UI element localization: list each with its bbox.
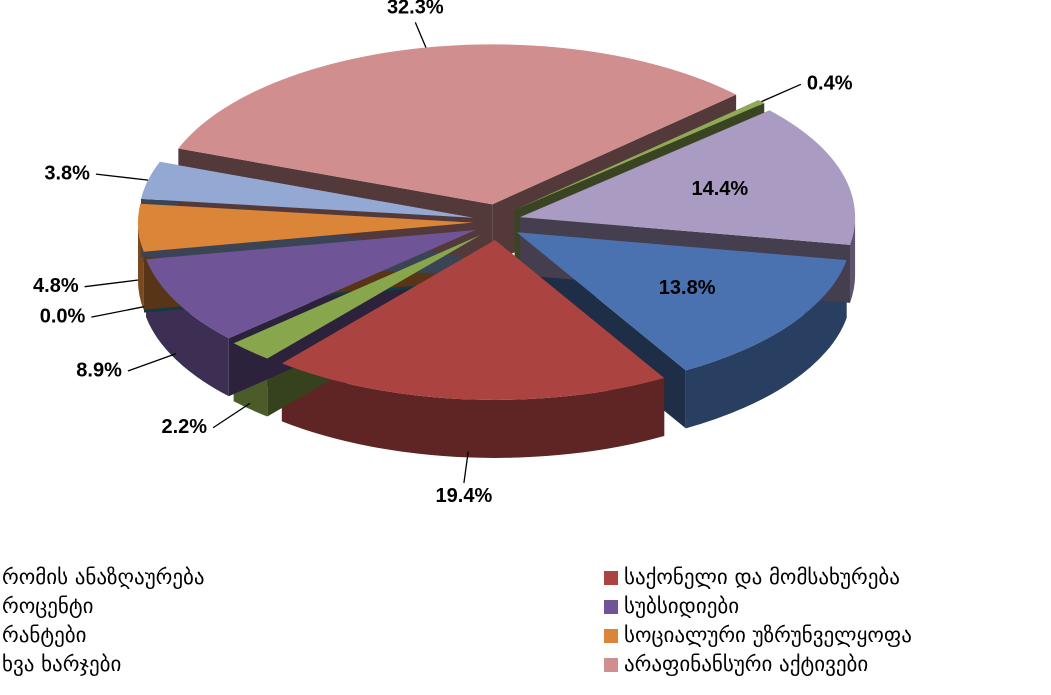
legend-marker (604, 658, 618, 672)
legend-label: რომის ანაზღაურება (2, 565, 205, 589)
data-label: 19.4% (436, 485, 493, 507)
slice-top (144, 225, 474, 255)
data-label: 2.2% (161, 416, 207, 438)
data-label: 3.8% (44, 162, 90, 184)
slice-top (138, 203, 474, 252)
legend-label: რანტები (2, 623, 87, 647)
data-label: 0.4% (807, 73, 853, 95)
slice-top (520, 110, 856, 245)
legend-label: არაფინანსური აქტივები (624, 652, 868, 676)
legend-label: ხვა ხარჯები (2, 652, 121, 676)
legend-label: სუბსიდიები (624, 594, 739, 618)
legend-marker (604, 629, 618, 643)
legend-marker (604, 600, 618, 614)
leader-line (414, 22, 427, 48)
data-label: 8.9% (76, 359, 122, 381)
slice-top (178, 44, 737, 205)
legend-label: სოციალური უზრუნველყოფა (624, 623, 912, 647)
data-label: 4.8% (33, 275, 79, 297)
slice-top (516, 232, 847, 371)
slice-top (233, 235, 481, 359)
leader-line (463, 451, 469, 484)
leader-line (761, 83, 802, 103)
leader-line (212, 402, 251, 429)
slice-top (141, 161, 474, 218)
slice-top (146, 230, 476, 339)
leader-line (91, 306, 145, 318)
leader-line (95, 173, 149, 181)
slice-top (514, 100, 765, 210)
leader-line (84, 279, 139, 288)
data-label: 0.0% (40, 305, 86, 327)
leader-line (127, 353, 177, 372)
slice-top (281, 239, 665, 400)
legend-label: როცენტი (2, 594, 93, 618)
slice-side (138, 222, 144, 310)
slice-side (849, 217, 856, 303)
slice-side (281, 363, 665, 458)
data-label: 14.4% (691, 178, 748, 200)
legend-label: საქონელი და მომსახურება (624, 565, 900, 589)
data-label: 13.8% (659, 277, 716, 299)
slice-side (685, 260, 847, 429)
legend-marker (604, 571, 618, 585)
data-label: 32.3% (387, 0, 444, 19)
